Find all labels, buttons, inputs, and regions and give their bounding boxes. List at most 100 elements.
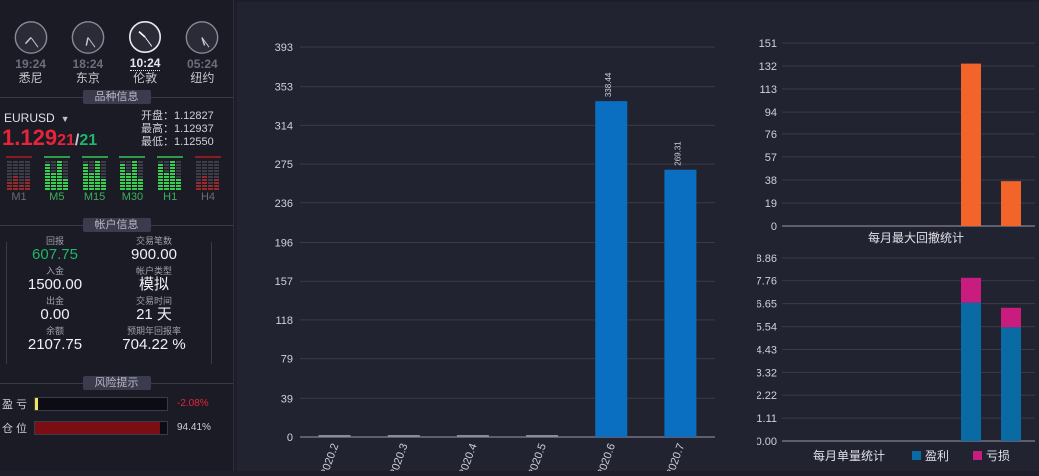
meter-cell (138, 188, 144, 190)
pnl-bar (34, 397, 168, 411)
timeframe-h4[interactable]: H4 (193, 156, 223, 206)
meter-cell (170, 161, 176, 163)
meter-cell (82, 179, 88, 181)
timeframe-h1[interactable]: H1 (155, 156, 185, 206)
y-tick-label: 0 (771, 221, 777, 233)
y-tick-label: 5.54 (757, 322, 777, 334)
price-main: 1.129 (2, 125, 58, 150)
meter-cell (44, 185, 50, 187)
field-value: 21 天 (136, 306, 172, 323)
meter-cell (164, 161, 170, 163)
y-tick-label: 6.65 (757, 299, 777, 311)
meter-cell (164, 188, 170, 190)
meter-cell (100, 176, 106, 178)
timeframe-m15[interactable]: M15 (80, 156, 110, 206)
timeframe-label: M30 (121, 191, 144, 203)
meter-cell (207, 173, 213, 175)
meter-cell (170, 173, 176, 175)
y-tick-label: 1.11 (757, 413, 777, 425)
profit-bar (456, 435, 489, 437)
meter-cell (7, 170, 12, 172)
timeframe-label: M15 (83, 191, 106, 203)
field-value: 900.00 (131, 246, 177, 263)
meter-cell (207, 170, 213, 172)
meter-cell (100, 173, 106, 175)
meter-cell (213, 170, 219, 172)
meter-cell (201, 170, 207, 172)
data-label: 338.44 (604, 72, 613, 97)
meter-cell (213, 176, 219, 178)
meter-cell (158, 185, 164, 187)
meter-cell (164, 182, 170, 184)
ohl-values: 开盘：1.12827 最高：1.12937 最低：1.12550 (141, 110, 214, 149)
meter-cell (158, 176, 164, 178)
chart-title: 每月单量统计 (813, 448, 885, 463)
timeframe-m1[interactable]: M1 (4, 156, 34, 206)
meter-cell (56, 161, 62, 163)
meter-cell (13, 176, 18, 178)
profit-bar (526, 435, 559, 437)
meter-cell (176, 173, 182, 175)
y-tick-label: 38 (765, 175, 777, 187)
account-trades: 交易笔数 900.00 (104, 236, 204, 263)
chevron-down-icon[interactable]: ▼ (60, 114, 70, 124)
low-label: 最低： (141, 136, 174, 148)
meter-cell (56, 170, 62, 172)
field-label: 入金 (45, 266, 64, 276)
timeframe-label: M1 (11, 191, 27, 203)
meter-cell (158, 182, 164, 184)
meter-cell (94, 173, 100, 175)
meter-cell (82, 182, 88, 184)
meter-cell (164, 170, 170, 172)
timeframe-m5[interactable]: M5 (42, 156, 72, 206)
field-label: 交易笔数 (135, 236, 172, 246)
y-tick-label: 118 (275, 315, 293, 327)
meter-cell (213, 182, 219, 184)
meter-cell (126, 173, 132, 175)
clock-icon (129, 20, 162, 54)
signal-meter-icon (81, 156, 108, 190)
meter-cell (207, 167, 213, 169)
loss-count-bar (1001, 307, 1021, 328)
meter-cell (25, 179, 30, 181)
meter-cell (195, 170, 201, 172)
meter-cell (19, 170, 24, 172)
clock-city: 伦敦 (133, 71, 158, 85)
meter-cell (201, 176, 207, 178)
y-tick-label: 8.86 (757, 253, 777, 265)
meter-cell (132, 182, 138, 184)
symbol-selector[interactable]: EURUSD ▼ (4, 111, 70, 125)
meter-cell (94, 161, 100, 163)
monthly-orders-svg: 8.86 7.76 6.65 5.54 4.43 3.32 2.22 1.11 0.00 每月单量… (757, 253, 1035, 463)
meter-cell (25, 188, 30, 190)
meter-cell (138, 167, 144, 169)
field-value: 704.22 % (122, 336, 186, 353)
meter-cell (120, 185, 126, 187)
meter-cell (170, 164, 176, 166)
meter-cell (13, 182, 18, 184)
meter-cell (207, 188, 213, 190)
position-bar-fill (35, 422, 160, 434)
meter-cell (44, 179, 50, 181)
x-tick-label: 2020.4 (457, 442, 480, 471)
meter-cell (176, 167, 182, 169)
meter-cell (176, 179, 182, 181)
y-tick-label: 79 (281, 354, 293, 366)
meter-cell (138, 185, 144, 187)
meter-cell (50, 182, 56, 184)
meter-cell (120, 179, 126, 181)
meter-cell (62, 182, 68, 184)
meter-cell (120, 176, 126, 178)
x-tick-label: 2020.6 (595, 442, 618, 471)
meter-cell (7, 161, 12, 163)
profit-count-bar (1001, 327, 1021, 441)
meter-cell (7, 182, 12, 184)
meter-cell (88, 182, 94, 184)
timeframe-m30[interactable]: M30 (117, 156, 147, 206)
meter-cell (25, 167, 30, 169)
meter-cell (170, 182, 176, 184)
y-tick-label: 4.43 (757, 345, 777, 357)
meter-cell (195, 161, 201, 163)
clock-icon (186, 21, 219, 54)
y-tick-label: 151 (759, 38, 777, 50)
